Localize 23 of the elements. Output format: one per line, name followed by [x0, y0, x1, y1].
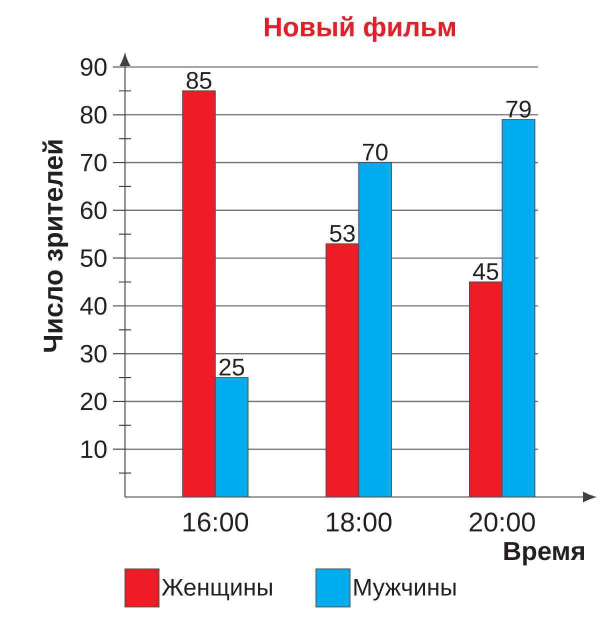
y-tick-label: 50: [80, 249, 106, 267]
data-label: 85: [186, 72, 212, 89]
data-label: 53: [330, 224, 355, 242]
y-tick-label: 90: [80, 58, 106, 76]
x-axis-title: Время: [504, 542, 584, 566]
data-label: 25: [220, 358, 244, 376]
y-tick-label: 40: [80, 297, 106, 315]
x-tick-label: 16:00: [184, 512, 248, 532]
x-tick-label: 18:00: [327, 512, 392, 532]
y-tick-label: 80: [80, 106, 106, 124]
y-tick-label: 30: [80, 344, 106, 363]
y-tick-label: 20: [80, 392, 106, 410]
legend-label: Женщины: [162, 578, 272, 600]
y-tick-label: 70: [80, 154, 106, 172]
data-label: 45: [473, 263, 498, 280]
data-label: 79: [506, 100, 531, 118]
y-tick-label: 60: [80, 201, 106, 220]
y-axis-title: Число зрителей: [42, 140, 68, 352]
chart-title: Новый фильм: [264, 16, 455, 42]
y-tick-label: 10: [82, 440, 106, 458]
data-label: 70: [362, 144, 388, 161]
legend-label: Мужчины: [354, 578, 456, 600]
x-tick-label: 20:00: [470, 512, 535, 532]
